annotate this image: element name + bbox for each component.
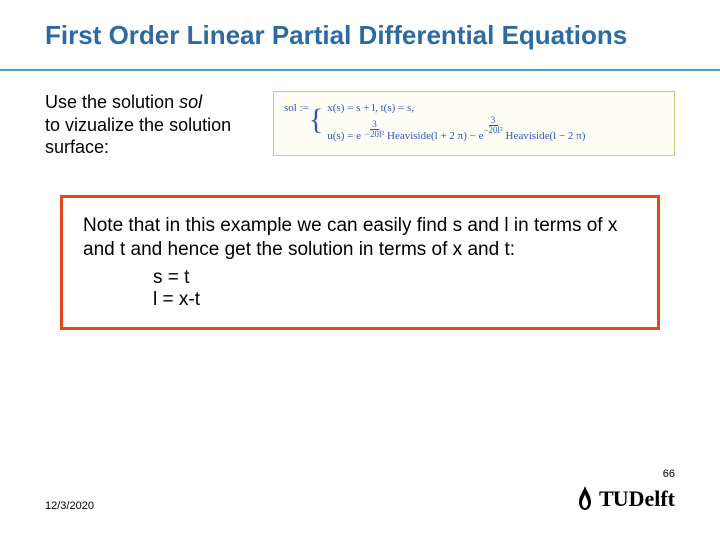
maple-row2a: u(s) = e: [327, 128, 361, 146]
divider-bar: [0, 69, 720, 71]
note-text: Note that in this example we can easily …: [83, 214, 637, 263]
note-eq1: s = t: [153, 267, 637, 289]
maple-output-box: sol := { x(s) = s + l, t(s) = s, u(s) = …: [273, 91, 675, 156]
maple-brace: sol := { x(s) = s + l, t(s) = s, u(s) = …: [284, 100, 664, 147]
flame-icon: [577, 486, 593, 512]
intro-sol: sol: [179, 92, 202, 112]
note-equations: s = t l = x-t: [83, 267, 637, 311]
intro-line2: to vizualize the solution surface:: [45, 115, 231, 158]
maple-row1: x(s) = s + l, t(s) = s,: [327, 100, 585, 118]
slide-title: First Order Linear Partial Differential …: [45, 20, 680, 51]
maple-row2c: Heaviside(l − 2 π): [506, 130, 586, 142]
note-eq2: l = x-t: [153, 289, 637, 311]
intro-line1: Use the solution: [45, 92, 179, 112]
logo-text: TUDelft: [599, 486, 675, 512]
slide: First Order Linear Partial Differential …: [0, 0, 720, 540]
intro-text: Use the solution sol to vizualize the so…: [45, 91, 255, 159]
content-row: Use the solution sol to vizualize the so…: [0, 91, 720, 159]
title-area: First Order Linear Partial Differential …: [0, 0, 720, 69]
footer: 12/3/2020 TUDelft: [0, 486, 720, 512]
page-number: 66: [663, 468, 675, 480]
maple-body: x(s) = s + l, t(s) = s, u(s) = e−320l² H…: [327, 100, 585, 147]
maple-row2b: Heaviside(l + 2 π) − e: [387, 130, 483, 142]
tudelft-logo: TUDelft: [577, 486, 675, 512]
maple-exp1: −320l²: [365, 120, 384, 141]
maple-row2: u(s) = e−320l² Heaviside(l + 2 π) − e−32…: [327, 122, 585, 148]
brace-icon: {: [309, 106, 327, 153]
footer-date: 12/3/2020: [45, 500, 94, 512]
note-box: Note that in this example we can easily …: [60, 195, 660, 330]
maple-lhs: sol :=: [284, 100, 309, 147]
maple-exp2: −320l²: [483, 116, 502, 137]
